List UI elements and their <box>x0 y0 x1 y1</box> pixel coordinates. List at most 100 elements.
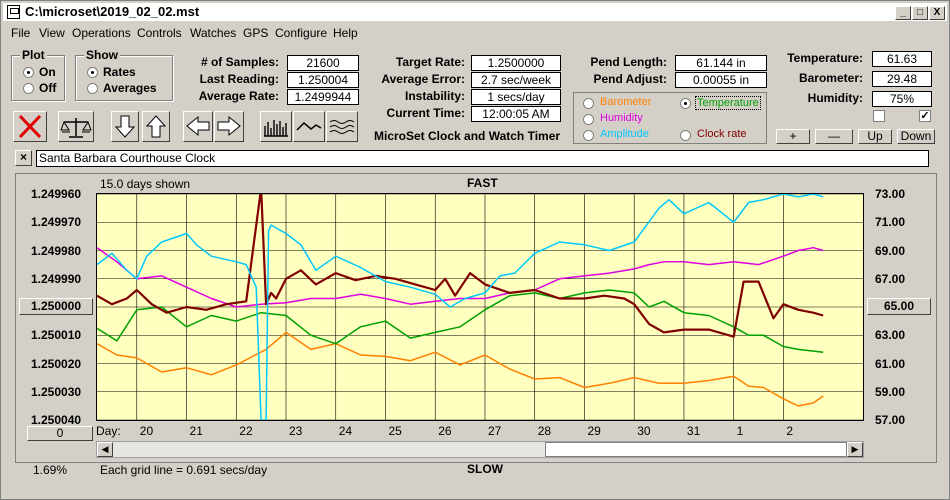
scroll-up-button[interactable] <box>142 111 170 142</box>
temperature-label: Temperature: <box>787 51 863 65</box>
humidity-radio[interactable] <box>583 114 594 125</box>
y-left-tick-label: 1.249970 <box>31 215 82 230</box>
y-right-tick-label: 71.00 <box>875 215 906 230</box>
title-bar[interactable]: C:\microset\2019_02_02.mst _ □ X <box>3 3 947 21</box>
offset-button[interactable]: 0 <box>27 426 93 441</box>
bar-graph-icon <box>264 120 288 137</box>
y-left-tick-label: 1.250020 <box>31 356 82 371</box>
barometer-field[interactable]: 29.48 <box>872 71 932 87</box>
horizontal-scrollbar[interactable]: ◀ ▶ <box>96 441 864 458</box>
humidity-checkbox-1[interactable] <box>873 110 885 122</box>
minus-button[interactable]: — <box>815 129 853 144</box>
plus-button[interactable]: + <box>776 129 810 144</box>
instability-field[interactable]: 1 secs/day <box>471 89 561 105</box>
wave-icon <box>329 120 355 134</box>
last-reading-label: Last Reading: <box>199 72 279 86</box>
series-amplitude <box>96 193 824 421</box>
y-left-tick-label: 1.250010 <box>31 328 82 343</box>
clock-rate-radio[interactable] <box>680 130 691 141</box>
scroll-left-button[interactable] <box>183 111 213 142</box>
scrollbar-thumb[interactable] <box>545 442 847 457</box>
x-tick-label: 22 <box>239 424 253 438</box>
x-tick-label: 29 <box>587 424 601 438</box>
bar-graph-button[interactable] <box>260 111 292 142</box>
last-reading-field[interactable]: 1.250004 <box>287 72 359 88</box>
balance-scale-icon <box>60 118 92 138</box>
barometer-radio[interactable] <box>583 98 594 109</box>
app-icon[interactable] <box>7 5 20 19</box>
humidity-option-label: Humidity <box>600 112 643 124</box>
menu-help[interactable]: Help <box>333 26 358 40</box>
clear-icon <box>18 114 42 139</box>
show-rates-radio[interactable] <box>87 67 98 78</box>
maximize-button[interactable]: □ <box>912 6 928 20</box>
y-right-tick-label: 69.00 <box>875 243 906 258</box>
show-group-title: Show <box>84 48 120 62</box>
show-averages-label: Averages <box>103 81 157 95</box>
minimize-button[interactable]: _ <box>895 6 911 20</box>
temperature-radio[interactable] <box>680 98 691 109</box>
arrow-down-icon <box>114 115 136 138</box>
clear-button[interactable] <box>13 111 47 142</box>
balance-button[interactable] <box>58 111 94 142</box>
target-rate-field[interactable]: 1.2500000 <box>471 55 561 71</box>
menu-view[interactable]: View <box>39 26 65 40</box>
clear-name-button[interactable]: × <box>15 150 32 166</box>
average-error-field[interactable]: 2.7 sec/week <box>471 72 561 88</box>
app-caption: MicroSet Clock and Watch Timer <box>374 129 561 143</box>
x-tick-label: 30 <box>637 424 651 438</box>
menu-configure[interactable]: Configure <box>275 26 328 40</box>
plot-off-radio[interactable] <box>23 83 34 94</box>
x-tick-label: 20 <box>139 424 154 438</box>
line-graph-icon <box>296 121 322 131</box>
arrow-up-icon <box>145 115 167 138</box>
show-rates-label: Rates <box>103 65 136 79</box>
y-right-tick-label: 57.00 <box>875 413 906 427</box>
menu-operations[interactable]: Operations <box>72 26 131 40</box>
grid-note-label: Each grid line = 0.691 secs/day <box>100 463 268 477</box>
humidity-field[interactable]: 75% <box>872 91 932 107</box>
percent-label: 1.69% <box>33 463 68 477</box>
pend-length-label: Pend Length: <box>590 55 667 69</box>
average-rate-field[interactable]: 1.2499944 <box>287 89 359 105</box>
pend-length-field[interactable]: 61.144 in <box>675 55 767 71</box>
scroll-down-button[interactable] <box>111 111 139 142</box>
amplitude-radio[interactable] <box>583 130 594 141</box>
samples-field[interactable]: 21600 <box>287 55 359 71</box>
y-right-tick-label: 67.00 <box>875 271 906 286</box>
series-temperature <box>96 289 824 353</box>
humidity-checkbox-2[interactable]: ✓ <box>919 110 931 122</box>
scroll-left-arrow-icon[interactable]: ◀ <box>97 442 113 457</box>
up-button[interactable]: Up <box>858 129 892 144</box>
x-tick-label: 28 <box>537 424 552 438</box>
series-humidity <box>96 246 824 308</box>
slow-label: SLOW <box>467 462 503 476</box>
window-title: C:\microset\2019_02_02.mst <box>25 4 200 19</box>
menu-file[interactable]: File <box>11 26 31 40</box>
temperature-field[interactable]: 61.63 <box>872 51 932 67</box>
menu-watches[interactable]: Watches <box>190 26 237 40</box>
x-tick-label: 27 <box>487 424 502 438</box>
menu-controls[interactable]: Controls <box>137 26 182 40</box>
scroll-right-arrow-icon[interactable]: ▶ <box>847 442 863 457</box>
barometer-label: Barometer: <box>798 71 863 85</box>
clock-name-field[interactable]: Santa Barbara Courthouse Clock <box>36 150 929 167</box>
x-tick-label: 1 <box>736 424 744 438</box>
close-button[interactable]: X <box>929 6 945 20</box>
right-axis-center-button[interactable]: 65.00 <box>867 298 931 315</box>
show-averages-radio[interactable] <box>87 83 98 94</box>
wave-button[interactable] <box>326 111 358 142</box>
plot-on-radio[interactable] <box>23 67 34 78</box>
current-time-field[interactable]: 12:00:05 AM <box>471 106 561 122</box>
left-axis-center-button[interactable]: 1.250000 <box>19 298 93 315</box>
days-shown-label: 15.0 days shown <box>100 177 191 191</box>
y-right-tick-label: 73.00 <box>875 187 906 201</box>
down-button[interactable]: Down <box>897 129 935 144</box>
pend-adjust-field[interactable]: 0.00055 in <box>675 72 767 88</box>
scroll-right-button[interactable] <box>214 111 244 142</box>
barometer-option-label: Barometer <box>600 96 652 108</box>
menu-gps[interactable]: GPS <box>243 26 269 40</box>
sensor-select-box <box>573 92 767 144</box>
line-graph-button[interactable] <box>293 111 325 142</box>
